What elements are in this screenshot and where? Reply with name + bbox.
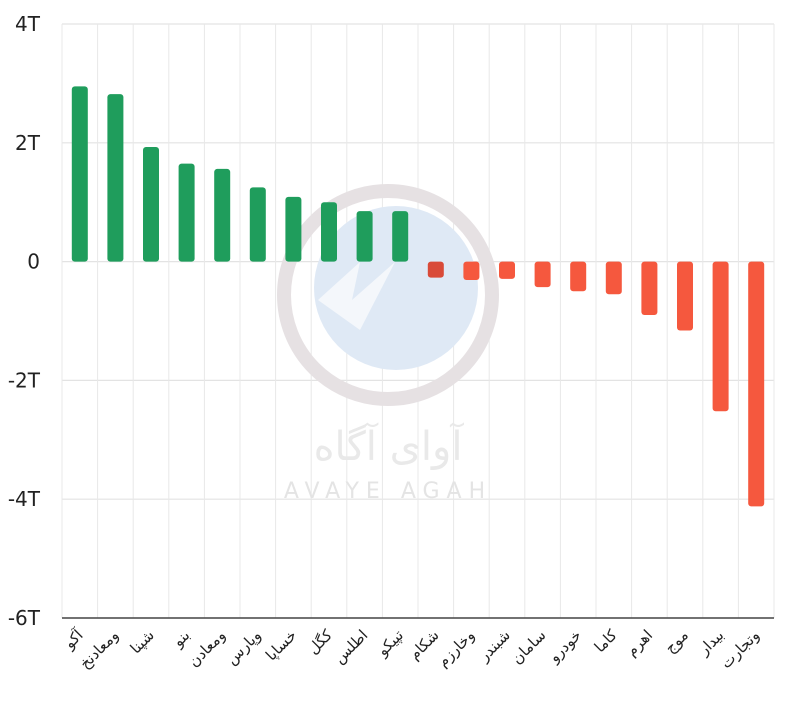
- x-tick-label: آکو: [60, 626, 87, 653]
- bar[interactable]: [178, 163, 195, 262]
- x-tick-label: ومعادن: [185, 626, 229, 670]
- bar[interactable]: [570, 261, 587, 292]
- bar[interactable]: [249, 187, 266, 262]
- bar[interactable]: [534, 261, 551, 288]
- bar[interactable]: [143, 146, 159, 262]
- x-tick-label: اطلس: [330, 626, 371, 667]
- bar[interactable]: [712, 261, 729, 412]
- bar[interactable]: [641, 261, 658, 316]
- y-tick-label: 0: [27, 250, 40, 274]
- y-tick-label: -6T: [8, 606, 41, 630]
- bar[interactable]: [356, 211, 373, 262]
- bar[interactable]: [499, 261, 515, 279]
- bar[interactable]: [107, 94, 124, 262]
- bar[interactable]: [71, 86, 88, 262]
- y-tick-label: -2T: [8, 368, 41, 392]
- watermark-text-en: AVAYE AGAH: [284, 479, 492, 504]
- y-axis: 4T 2T 0 -2T -4T -6T: [8, 12, 41, 630]
- bar[interactable]: [677, 261, 693, 331]
- x-tick-label: بنو: [168, 626, 193, 651]
- y-tick-label: 2T: [15, 131, 41, 155]
- x-tick-label: تپیکو: [373, 626, 408, 661]
- bar[interactable]: [285, 196, 302, 262]
- x-tick-label: موج: [661, 626, 692, 657]
- bars: [71, 86, 765, 507]
- x-tick-label: ومعادنخ: [76, 626, 122, 672]
- x-tick-label: وپارس: [223, 626, 266, 669]
- x-tick-label: خساپا: [262, 626, 301, 665]
- bar[interactable]: [427, 261, 444, 278]
- x-tick-label: وتجارت: [717, 626, 763, 672]
- x-tick-label: اهرم: [623, 626, 657, 660]
- bar[interactable]: [321, 202, 337, 262]
- x-tick-label: شپنا: [127, 626, 159, 658]
- bar[interactable]: [605, 261, 622, 295]
- y-tick-label: 4T: [15, 12, 41, 36]
- watermark-text-fa: آوای آگاه: [314, 422, 465, 470]
- watermark-emblem: [318, 262, 395, 330]
- watermark-logo: آوای آگاه AVAYE AGAH: [277, 184, 499, 504]
- watermark-ring: [277, 184, 499, 406]
- bar[interactable]: [214, 168, 231, 262]
- x-tick-label: شبندر: [474, 626, 513, 665]
- x-tick-label: سامان: [508, 626, 550, 668]
- watermark-disc: [314, 206, 478, 370]
- x-tick-label: وخارزم: [434, 626, 478, 670]
- bar[interactable]: [463, 261, 480, 281]
- bar[interactable]: [392, 211, 409, 262]
- x-tick-label: کاما: [591, 626, 622, 657]
- y-tick-label: -4T: [8, 487, 41, 511]
- x-tick-label: خودرو: [545, 626, 585, 666]
- bar[interactable]: [748, 261, 765, 507]
